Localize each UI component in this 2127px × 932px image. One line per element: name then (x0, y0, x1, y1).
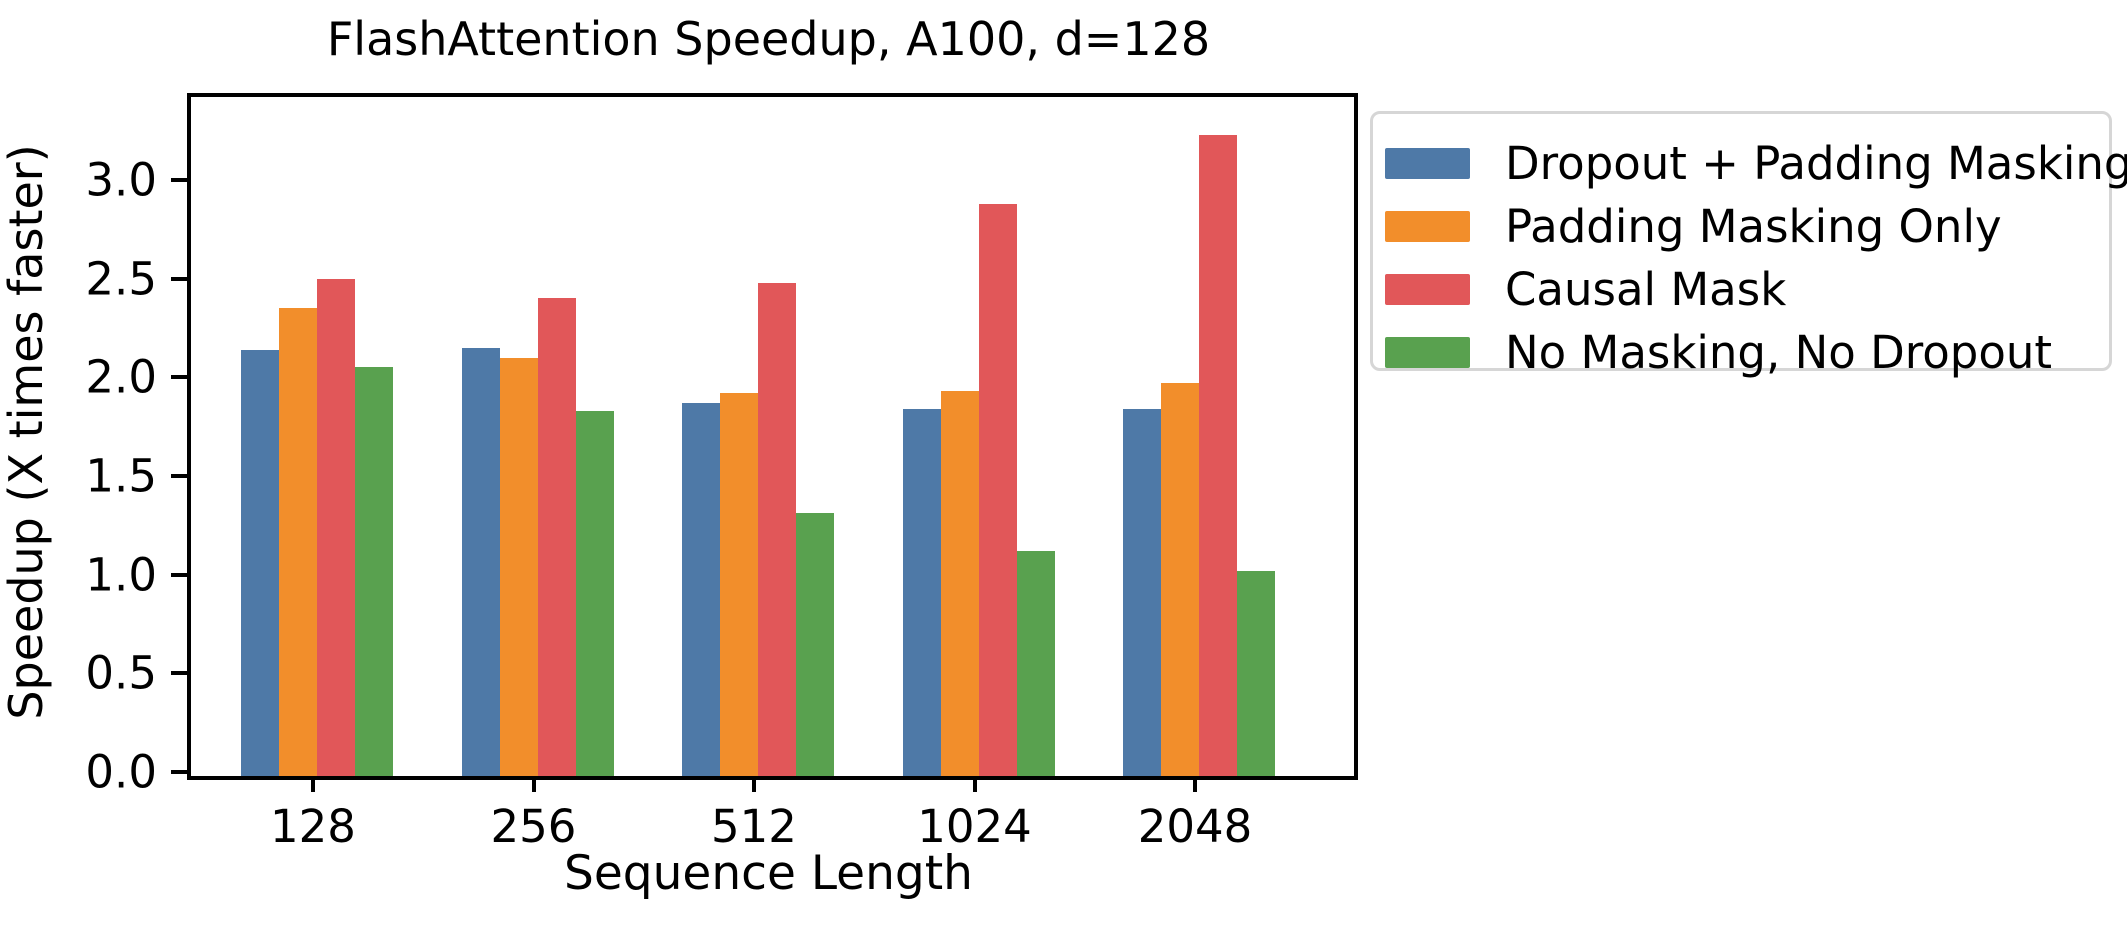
bar-padding-masking-only-512 (720, 393, 758, 776)
y-tick-label: 0.5 (85, 646, 157, 700)
legend-item: Dropout + Padding Masking (1385, 132, 2127, 195)
bar-no-masking-no-dropout-512 (796, 513, 834, 776)
y-tick-label: 1.5 (85, 449, 157, 503)
legend-label: Padding Masking Only (1505, 200, 2002, 253)
y-tick-mark (171, 177, 187, 182)
x-tick-label: 256 (490, 800, 577, 853)
x-tick-label: 2048 (1137, 800, 1253, 853)
plot-area (187, 93, 1358, 780)
legend: Dropout + Padding Masking Padding Masking… (1370, 111, 2127, 379)
bar-dropout-padding-masking-256 (461, 347, 500, 776)
legend-label: Causal Mask (1505, 263, 1787, 316)
y-tick-mark (171, 276, 187, 281)
y-tick-mark (171, 375, 187, 380)
x-tick-mark (531, 776, 536, 792)
x-tick-mark (1193, 776, 1197, 792)
legend-item: No Masking, No Dropout (1385, 321, 2109, 384)
bar-no-masking-no-dropout-2048 (1237, 570, 1275, 776)
bar-causal-mask-2048 (1199, 134, 1237, 776)
bar-padding-masking-only-2048 (1161, 383, 1199, 776)
y-tick-mark (171, 473, 187, 478)
legend-item: Padding Masking Only (1385, 195, 2109, 258)
bar-no-masking-no-dropout-128 (355, 367, 393, 776)
x-tick-label: 1024 (917, 800, 1032, 853)
x-tick-label: 128 (270, 800, 356, 853)
bar-dropout-padding-masking-128 (241, 349, 279, 776)
bar-causal-mask-512 (758, 282, 796, 776)
bar-dropout-padding-masking-1024 (902, 408, 941, 776)
y-tick-label: 0.0 (85, 745, 157, 799)
chart-title: FlashAttention Speedup, A100, d=128 (326, 12, 1211, 66)
x-axis-label: Sequence Length (564, 846, 973, 901)
bars-layer (191, 97, 1354, 776)
legend-label: No Masking, No Dropout (1505, 326, 2053, 379)
bar-dropout-padding-masking-2048 (1123, 408, 1161, 776)
y-tick-label: 3.0 (85, 153, 157, 207)
y-tick-label: 2.0 (85, 350, 157, 404)
y-tick-mark (171, 671, 187, 676)
x-tick-label: 512 (711, 800, 797, 853)
y-tick-mark (171, 770, 187, 774)
bar-padding-masking-only-1024 (940, 391, 979, 776)
legend-label: Dropout + Padding Masking (1505, 137, 2127, 190)
bar-dropout-padding-masking-512 (682, 402, 720, 776)
x-tick-mark (972, 776, 977, 792)
legend-swatch-icon (1385, 211, 1470, 242)
y-axis-label: Speedup (X times faster) (0, 144, 53, 720)
bar-no-masking-no-dropout-1024 (1016, 550, 1055, 776)
bar-causal-mask-256 (537, 298, 576, 776)
bar-padding-masking-only-128 (279, 308, 317, 776)
legend-swatch-icon (1385, 148, 1470, 179)
y-tick-label: 2.5 (85, 252, 157, 306)
bar-causal-mask-128 (317, 278, 355, 776)
legend-item: Causal Mask (1385, 258, 2109, 321)
x-tick-mark (311, 776, 315, 792)
bar-causal-mask-1024 (978, 203, 1017, 776)
y-tick-label: 1.0 (85, 548, 157, 602)
x-tick-mark (752, 776, 756, 792)
legend-swatch-icon (1385, 274, 1470, 305)
legend-swatch-icon (1385, 337, 1470, 368)
y-tick-mark (171, 572, 187, 577)
bar-padding-masking-only-256 (499, 357, 538, 776)
bar-no-masking-no-dropout-256 (575, 410, 614, 776)
